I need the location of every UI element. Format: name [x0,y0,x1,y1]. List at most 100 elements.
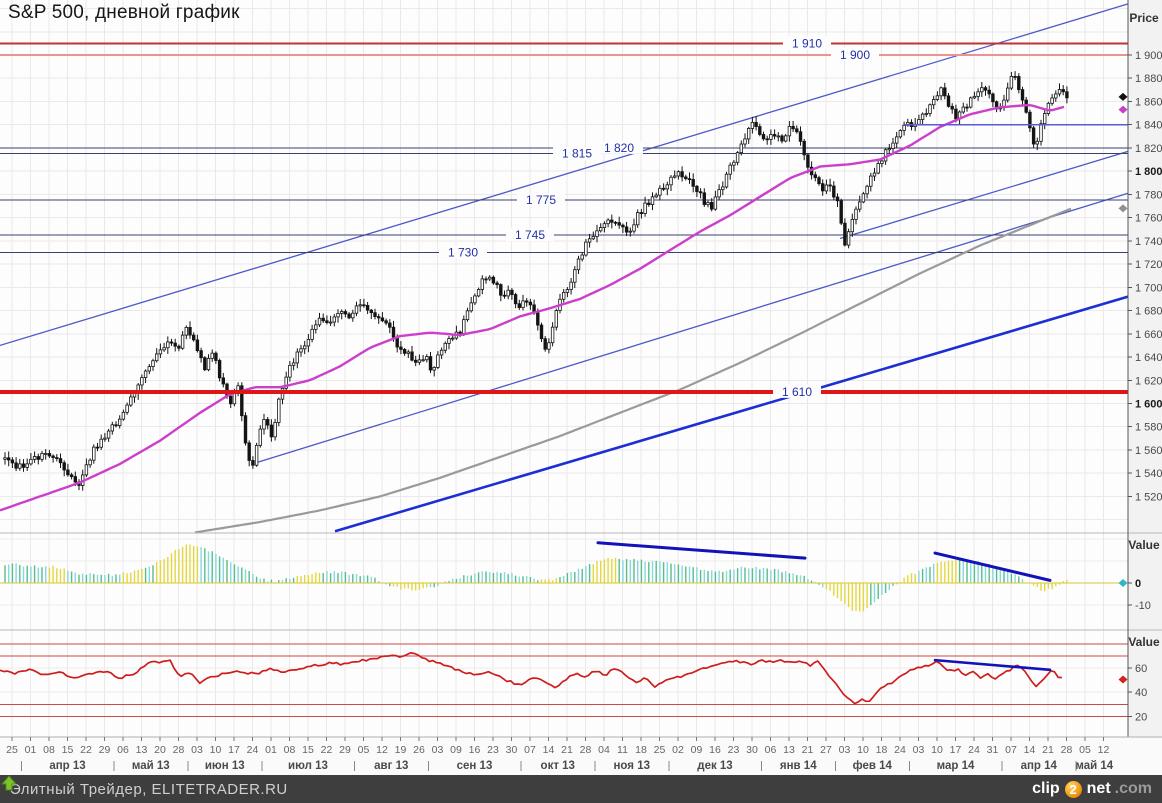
svg-text:23: 23 [728,744,740,756]
svg-text:1 910: 1 910 [792,36,822,50]
svg-text:июн 13: июн 13 [205,760,245,772]
svg-text:03: 03 [839,744,851,756]
svg-text:1 730: 1 730 [448,245,478,259]
svg-text:1 700: 1 700 [1135,282,1162,294]
svg-text:28: 28 [580,744,592,756]
chart-canvas[interactable]: 1 910 1 900 1 820 1 815 1 775 1 745 1 730 1 610… [0,0,1162,775]
svg-text:10: 10 [857,744,869,756]
svg-text:05: 05 [358,744,370,756]
svg-text:06: 06 [765,744,777,756]
price-axis: Price 1 900 1 880 1 860 1 840 1 820 1 800 1 780… [1118,0,1162,737]
svg-text:07: 07 [524,744,536,756]
candles-layer [3,71,1069,491]
svg-text:-10: -10 [1135,600,1151,612]
svg-text:03: 03 [913,744,925,756]
svg-text:28: 28 [173,744,185,756]
svg-text:20: 20 [1135,711,1147,723]
svg-text:1 775: 1 775 [526,193,556,207]
svg-text:1 520: 1 520 [1135,491,1162,503]
svg-text:01: 01 [25,744,37,756]
logo-text-net: net [1086,780,1111,797]
svg-text:июл 13: июл 13 [288,760,328,772]
highlight-level-lines [0,42,1128,394]
svg-text:27: 27 [820,744,832,756]
svg-text:Value: Value [1128,635,1160,649]
svg-text:1 800: 1 800 [1135,166,1162,178]
svg-text:08: 08 [284,744,296,756]
svg-text:01: 01 [265,744,277,756]
svg-text:13: 13 [136,744,148,756]
svg-text:20: 20 [154,744,166,756]
svg-text:25: 25 [654,744,666,756]
svg-text:апр 13: апр 13 [49,760,85,772]
svg-text:1 840: 1 840 [1135,120,1162,132]
svg-text:сен 13: сен 13 [457,760,493,772]
svg-text:03: 03 [191,744,203,756]
svg-text:17: 17 [950,744,962,756]
svg-text:21: 21 [561,744,573,756]
svg-text:мар 14: мар 14 [937,760,975,772]
svg-text:1 610: 1 610 [782,385,812,399]
svg-text:1 820: 1 820 [604,141,634,155]
svg-text:Price: Price [1129,11,1159,25]
svg-text:10: 10 [210,744,222,756]
svg-text:апр 14: апр 14 [1021,760,1058,772]
svg-text:26: 26 [413,744,425,756]
svg-text:1 820: 1 820 [1135,143,1162,155]
svg-text:12: 12 [1098,744,1110,756]
svg-text:фев 14: фев 14 [853,760,893,772]
svg-text:21: 21 [1042,744,1054,756]
svg-text:1 720: 1 720 [1135,259,1162,271]
svg-text:15: 15 [302,744,314,756]
svg-text:23: 23 [487,744,499,756]
svg-text:22: 22 [321,744,333,756]
svg-text:15: 15 [62,744,74,756]
svg-text:09: 09 [450,744,462,756]
date-axis: 25 01 08 15 22 29 06 13 20 28 03 10 17 24 01 08 15 22 29 05… [0,736,1162,772]
logo-text-com: .com [1114,780,1152,797]
rsi-panel [0,629,1162,717]
svg-text:1 540: 1 540 [1135,468,1162,480]
svg-text:дек 13: дек 13 [697,760,732,772]
svg-text:1 560: 1 560 [1135,445,1162,457]
svg-text:30: 30 [746,744,758,756]
svg-text:02: 02 [672,744,684,756]
svg-text:14: 14 [543,744,555,756]
rsi-axis: Value 60 40 20 [1118,635,1160,723]
footer-credit: Элитный Трейдер, ELITETRADER.RU [10,780,288,798]
svg-text:40: 40 [1135,687,1147,699]
ma-fast-line [0,103,1065,512]
svg-text:авг 13: авг 13 [374,760,408,772]
svg-text:1 580: 1 580 [1135,422,1162,434]
svg-text:18: 18 [635,744,647,756]
svg-text:1 900: 1 900 [1135,50,1162,62]
level-labels: 1 910 1 900 1 820 1 815 1 775 1 745 1 730 1 610 [439,36,879,399]
svg-text:17: 17 [228,744,240,756]
oscillator-axis: Value 0 -10 [1118,538,1160,612]
svg-text:29: 29 [99,744,111,756]
svg-text:1 760: 1 760 [1135,213,1162,225]
svg-text:31: 31 [987,744,999,756]
svg-text:1 745: 1 745 [515,228,545,242]
svg-text:1 640: 1 640 [1135,352,1162,364]
up-arrow-icon [0,775,18,791]
svg-text:1 740: 1 740 [1135,236,1162,248]
trend-channel-lines [0,3,1129,533]
footer-bar: Элитный Трейдер, ELITETRADER.RU clip 2 n… [0,775,1162,803]
svg-text:60: 60 [1135,663,1147,675]
svg-text:янв 14: янв 14 [780,760,817,772]
svg-text:11: 11 [617,744,628,756]
svg-text:1 860: 1 860 [1135,96,1162,108]
svg-text:1 660: 1 660 [1135,329,1162,341]
svg-text:18: 18 [876,744,888,756]
svg-text:май 14: май 14 [1075,760,1113,772]
svg-text:07: 07 [1005,744,1017,756]
svg-text:Value: Value [1128,538,1160,552]
logo-badge-2: 2 [1064,780,1082,798]
svg-text:09: 09 [691,744,703,756]
svg-text:22: 22 [80,744,92,756]
clip2net-logo[interactable]: clip 2 net .com [0,775,1152,798]
background-layer [1128,0,1162,737]
svg-text:08: 08 [43,744,55,756]
